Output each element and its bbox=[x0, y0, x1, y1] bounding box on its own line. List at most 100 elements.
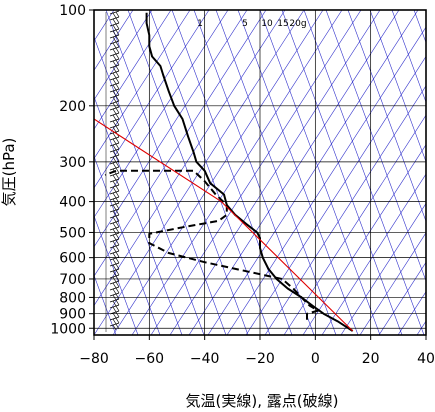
wind-barb-flag bbox=[115, 305, 120, 312]
wind-barb-staff bbox=[109, 190, 120, 195]
adiabat-line bbox=[94, 10, 153, 101]
wind-barb-flag bbox=[115, 53, 120, 60]
y-tick-label: 1000 bbox=[50, 321, 86, 337]
wind-barb-flag bbox=[115, 89, 120, 96]
wind-barb-staff bbox=[109, 58, 120, 63]
adiabat-line bbox=[340, 202, 426, 335]
wind-barb-flag bbox=[115, 233, 120, 240]
wind-barb-staff bbox=[109, 94, 120, 99]
wind-barb-flag bbox=[112, 324, 117, 331]
wind-barb-staff bbox=[109, 310, 120, 315]
wind-barb-flag bbox=[112, 198, 117, 205]
wind-barb-flag bbox=[112, 60, 117, 67]
moist-adiabat-line bbox=[325, 10, 426, 282]
wind-barb-flag bbox=[112, 108, 117, 115]
wind-barb-staff bbox=[109, 214, 120, 219]
x-axis-ticks: −80 −60 −40 −20 0 20 40 bbox=[79, 335, 435, 367]
wind-barb-flag bbox=[115, 299, 120, 306]
adiabat-line bbox=[94, 10, 134, 71]
wind-barb-flag bbox=[112, 306, 117, 313]
wind-barb-flag bbox=[115, 107, 120, 114]
wind-barb-flag bbox=[115, 173, 120, 180]
wind-barb-flag bbox=[112, 174, 117, 181]
moist-adiabat-line bbox=[94, 36, 205, 335]
moist-adiabat-line bbox=[94, 155, 161, 335]
wind-barb-staff bbox=[109, 286, 120, 291]
x-tick-label: 20 bbox=[362, 351, 380, 367]
wind-barb-staff bbox=[109, 316, 120, 321]
wind-barb-staff bbox=[109, 28, 120, 33]
adiabat-line bbox=[94, 10, 305, 335]
wind-barb-staff bbox=[109, 154, 120, 159]
moist-adiabat-line bbox=[215, 10, 337, 335]
wind-barb-flag bbox=[112, 210, 117, 217]
wind-barb-staff bbox=[109, 238, 120, 243]
moist-adiabat-line bbox=[193, 10, 315, 335]
wind-barb-flag bbox=[115, 155, 120, 162]
wind-barb-flag bbox=[115, 287, 120, 294]
sounding-series bbox=[94, 12, 354, 332]
moist-adiabat-line bbox=[281, 10, 403, 335]
wind-barb-flag bbox=[115, 275, 120, 282]
wind-barb-flag bbox=[115, 245, 120, 252]
x-tick-label: 40 bbox=[417, 351, 435, 367]
wind-barb-staff bbox=[109, 70, 120, 75]
wind-barb-flag bbox=[112, 252, 117, 259]
wind-barb-staff bbox=[109, 34, 120, 39]
wind-barb-flag bbox=[112, 102, 117, 109]
adiabat-line bbox=[245, 55, 426, 335]
wind-barb-staff bbox=[109, 232, 120, 237]
wind-barbs bbox=[105, 10, 120, 332]
mixing-ratio-label: 1 bbox=[197, 19, 203, 29]
moist-adiabat-line bbox=[149, 10, 271, 335]
adiabat-line bbox=[94, 10, 248, 248]
mixing-ratio-label: 10 bbox=[261, 19, 273, 29]
wind-barb-flag bbox=[112, 240, 117, 247]
wind-barb-staff bbox=[109, 52, 120, 57]
moist-adiabat-line bbox=[237, 10, 359, 335]
wind-barb-flag bbox=[115, 71, 120, 78]
mixing-ratio-label: 20g bbox=[289, 19, 306, 29]
wind-barb-flag bbox=[112, 42, 117, 49]
wind-barb-staff bbox=[109, 88, 120, 93]
wind-barb-flag bbox=[115, 227, 120, 234]
wind-barb-flag bbox=[112, 18, 117, 25]
x-tick-label: −20 bbox=[245, 351, 275, 367]
wind-barb-staff bbox=[109, 292, 120, 297]
adiabat-line bbox=[264, 85, 426, 335]
y-tick-label: 100 bbox=[59, 3, 86, 19]
wind-barb-flag bbox=[112, 54, 117, 61]
wind-barb-flag bbox=[115, 35, 120, 42]
wind-barb-staff bbox=[109, 322, 120, 327]
wind-barb-flag bbox=[115, 113, 120, 120]
wind-barb-flag bbox=[115, 311, 120, 318]
wind-barb-flag bbox=[115, 11, 120, 18]
wind-barb-staff bbox=[109, 112, 120, 117]
wind-barb-flag bbox=[115, 17, 120, 24]
wind-barb-flag bbox=[112, 162, 117, 169]
wind-barb-staff bbox=[109, 40, 120, 45]
wind-barb-staff bbox=[109, 220, 120, 225]
wind-barb-staff bbox=[109, 22, 120, 27]
y-tick-label: 300 bbox=[59, 155, 86, 171]
adiabat-line bbox=[226, 26, 426, 335]
y-axis-title: 気圧(hPa) bbox=[0, 138, 18, 207]
x-axis-title: 気温(実線), 露点(破線) bbox=[186, 392, 339, 410]
wind-barb-flag bbox=[112, 150, 117, 157]
moist-adiabat-line bbox=[94, 95, 183, 335]
wind-barb-staff bbox=[109, 118, 120, 123]
dry-adiabat-lines bbox=[94, 10, 426, 335]
wind-barb-flag bbox=[112, 120, 117, 127]
mixing-ratio-label: 15 bbox=[277, 19, 288, 29]
adiabat-line bbox=[359, 232, 426, 335]
dewpoint-line bbox=[104, 169, 320, 320]
moist-adiabat-line bbox=[94, 274, 117, 335]
y-tick-label: 800 bbox=[59, 290, 86, 306]
wind-barb-flag bbox=[115, 191, 120, 198]
wind-barb-flag bbox=[115, 221, 120, 228]
wind-barb-staff bbox=[109, 202, 120, 207]
adiabat-line bbox=[169, 10, 381, 335]
wind-barb-flag bbox=[115, 257, 120, 264]
wind-barb-flag bbox=[112, 282, 117, 289]
